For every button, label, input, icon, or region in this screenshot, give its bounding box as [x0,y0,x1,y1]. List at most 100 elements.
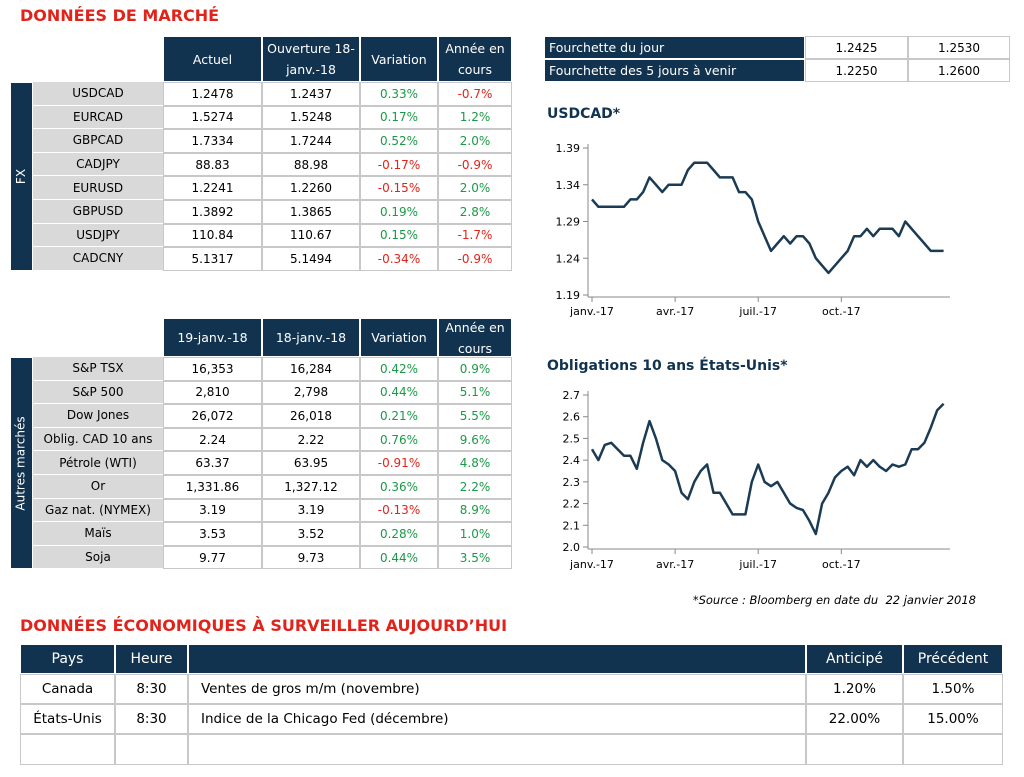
cell: 8.9% [438,498,512,523]
cell: -1.7% [438,223,512,248]
cell: 0.44% [360,545,438,570]
cell: États-Unis [20,704,115,734]
row-label: GBPCAD [33,129,163,153]
cell: 5.1317 [163,247,262,271]
cell: 0.21% [360,404,438,428]
y-tick-label: 2.3 [563,476,581,489]
series-line [590,402,945,536]
x-tick-label: oct.-17 [822,305,861,318]
cell: 26,018 [262,404,360,428]
y-tick-label: 2.2 [563,498,581,511]
y-tick-label: 2.1 [563,519,581,532]
cell: 1,331.86 [163,475,262,499]
cell: 16,353 [163,357,262,381]
source-note: *Source : Bloomberg en date du 22 janvie… [692,593,976,607]
cell: 1.2478 [163,82,262,106]
chart-title: Obligations 10 ans États-Unis* [547,358,788,374]
column-header: Précédent [903,644,1003,674]
cell: 0.36% [360,475,438,499]
cell: 2.24 [163,427,262,452]
cell: 110.67 [262,223,360,248]
y-tick-label: 1.34 [556,179,581,192]
y-tick-label: 1.39 [556,142,581,155]
range-high: 1.2600 [908,59,1010,82]
x-tick-label: avr.-17 [656,558,694,571]
column-header: Ouverture 18-janv.-18 [262,36,360,82]
cell: 9.77 [163,545,262,570]
x-tick-label: janv.-17 [569,558,614,571]
cell: 1.2241 [163,176,262,200]
column-header: Heure [115,644,188,674]
cell: 1.0% [438,522,512,546]
y-tick-label: 2.5 [563,432,581,445]
cell: 9.6% [438,427,512,452]
cell: 0.9% [438,357,512,381]
cell: 0.52% [360,129,438,153]
side-label-text: Autres marchés [14,416,29,511]
row-label: Maïs [33,522,163,546]
cell: 2.22 [262,427,360,452]
row-label: Gaz nat. (NYMEX) [33,498,163,523]
cell: 3.19 [163,498,262,523]
cell: 0.15% [360,223,438,248]
page-title: DONNÉES DE MARCHÉ [20,6,220,25]
row-label: Soja [33,545,163,570]
econ-title: DONNÉES ÉCONOMIQUES À SURVEILLER AUJOURD… [20,616,508,635]
side-label: Autres marchés [10,357,33,570]
row-label: CADJPY [33,152,163,177]
cell: -0.17% [360,152,438,177]
x-tick-label: oct.-17 [822,558,861,571]
x-tick-label: janv.-17 [569,305,614,318]
cell: 1.7334 [163,129,262,153]
side-label: FX [10,82,33,271]
column-header: 18-janv.-18 [262,318,360,357]
series-line [591,161,944,275]
y-tick-label: 1.29 [556,216,581,229]
cell: 63.37 [163,451,262,475]
cell: Ventes de gros m/m (novembre) [188,674,806,704]
y-tick-label: 2.6 [563,411,581,424]
cell: Indice de la Chicago Fed (décembre) [188,704,806,734]
column-header: Pays [20,644,115,674]
cell: 1.50% [903,674,1003,704]
row-label: Pétrole (WTI) [33,451,163,475]
chart-title: USDCAD* [547,106,621,122]
cell: 0.19% [360,200,438,224]
cell: 5.1% [438,380,512,405]
cell: 16,284 [262,357,360,381]
row-label: Dow Jones [33,404,163,428]
cell: 26,072 [163,404,262,428]
cell: 63.95 [262,451,360,475]
cell: 1.20% [806,674,903,704]
x-tick-label: avr.-17 [656,305,694,318]
cell: -0.7% [438,82,512,106]
cell: 1.5274 [163,105,262,130]
cell: 2.0% [438,176,512,200]
side-label-text: FX [14,168,28,184]
cell: 8:30 [115,704,188,734]
x-tick-label: juil.-17 [738,305,777,318]
cell: 1.7244 [262,129,360,153]
row-label: CADCNY [33,247,163,271]
cell: 15.00% [903,704,1003,734]
cell: 1.2260 [262,176,360,200]
cell: 3.52 [262,522,360,546]
cell: 0.33% [360,82,438,106]
cell: 1.5248 [262,105,360,130]
cell: 4.8% [438,451,512,475]
column-header: Année en cours [438,318,512,357]
cell: 3.5% [438,545,512,570]
cell: 0.28% [360,522,438,546]
cell: 0.17% [360,105,438,130]
row-label: EURUSD [33,176,163,200]
cell: 1.2% [438,105,512,130]
cell: 3.19 [262,498,360,523]
empty-cell [903,734,1003,765]
cell: 110.84 [163,223,262,248]
cell: 1.3865 [262,200,360,224]
cell: -0.13% [360,498,438,523]
range-label: Fourchette du jour [544,36,805,59]
column-header: Variation [360,36,438,82]
